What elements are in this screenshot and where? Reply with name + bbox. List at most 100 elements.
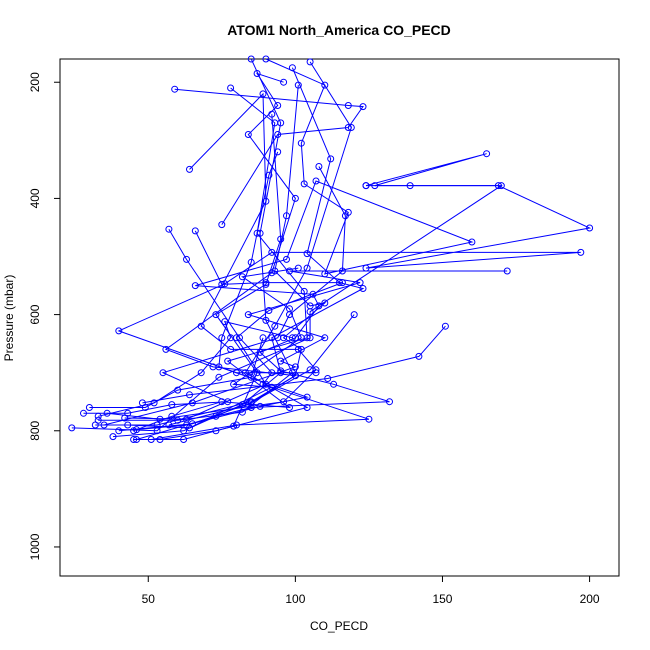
data-point (197, 322, 205, 330)
data-point (274, 102, 282, 109)
series-line (118, 314, 355, 432)
data-point (415, 352, 423, 360)
data-point (186, 165, 193, 173)
data-point (321, 334, 329, 342)
data-point (280, 78, 288, 86)
data-point (94, 412, 102, 420)
data-point (247, 258, 255, 266)
data-point (347, 124, 355, 131)
series-line (136, 151, 310, 431)
data-point (247, 373, 255, 381)
data-point (265, 171, 273, 179)
data-point (191, 227, 199, 235)
data-point (238, 273, 246, 281)
series-line (136, 58, 474, 440)
series-line (133, 114, 282, 440)
data-point (483, 150, 491, 158)
x-axis-label: CO_PECD (310, 619, 368, 633)
data-point (197, 369, 205, 377)
y-axis: 200 400 600 800 1000 (28, 72, 60, 560)
data-point (277, 357, 285, 365)
data-point (306, 366, 314, 374)
data-point (338, 267, 346, 275)
y-tick-label: 200 (28, 72, 42, 92)
series-line (103, 270, 508, 426)
data-point (577, 248, 585, 256)
data-point (365, 415, 373, 423)
data-point (186, 424, 193, 432)
plot-frame (59, 58, 620, 577)
data-point (156, 436, 164, 443)
data-point (268, 248, 276, 256)
y-tick-label: 800 (28, 420, 42, 440)
y-tick-label: 600 (28, 304, 42, 324)
data-point (324, 375, 332, 382)
data-point (162, 345, 170, 353)
data-point (327, 155, 335, 163)
series-line (89, 337, 264, 408)
data-point (247, 399, 255, 407)
data-point (150, 399, 158, 407)
data-point (265, 307, 273, 314)
data-point (350, 311, 358, 319)
data-point (309, 290, 317, 298)
data-point (338, 279, 346, 287)
data-point (221, 318, 229, 326)
data-point (288, 64, 296, 72)
data-point (321, 81, 329, 89)
data-point (291, 194, 299, 202)
data-point (386, 398, 393, 406)
data-point (288, 369, 296, 377)
data-point (300, 287, 308, 295)
data-point (253, 70, 261, 77)
data-point (359, 285, 367, 292)
data-point (183, 415, 190, 423)
data-point (230, 380, 238, 388)
data-point (362, 182, 370, 190)
data-point (247, 55, 255, 63)
data-point (244, 311, 252, 319)
data-point (262, 55, 270, 63)
series-line (83, 166, 346, 414)
data-point (271, 322, 279, 330)
data-point (218, 221, 226, 229)
data-point (165, 225, 173, 233)
data-point (303, 250, 311, 258)
data-point (586, 224, 594, 232)
data-point (468, 238, 476, 246)
series-line (151, 228, 370, 440)
data-point (180, 436, 188, 443)
y-tick-label: 400 (28, 188, 42, 208)
series-line (159, 61, 352, 440)
data-point (497, 182, 505, 190)
data-point (171, 85, 179, 93)
data-point (356, 279, 364, 287)
data-point (297, 139, 305, 147)
data-point (297, 334, 305, 342)
y-tick-label: 1000 (28, 533, 42, 560)
series-line (98, 320, 293, 417)
data-point (109, 433, 117, 441)
data-point (303, 393, 311, 401)
data-point (286, 404, 293, 411)
data-point (344, 102, 352, 109)
series-line (107, 92, 317, 420)
data-point (268, 110, 276, 118)
series-line (127, 267, 302, 429)
data-point (215, 373, 223, 381)
series-line (117, 153, 592, 374)
data-point (283, 255, 290, 263)
series-line (142, 325, 446, 404)
series-line (164, 72, 297, 426)
data-point (218, 398, 226, 406)
data-point (224, 357, 232, 365)
series-group (68, 55, 594, 443)
data-point (141, 404, 149, 411)
data-point (268, 383, 276, 391)
data-point (306, 58, 314, 66)
data-point (115, 327, 123, 335)
data-point (174, 416, 182, 424)
data-point (259, 90, 267, 98)
data-point (227, 334, 235, 342)
